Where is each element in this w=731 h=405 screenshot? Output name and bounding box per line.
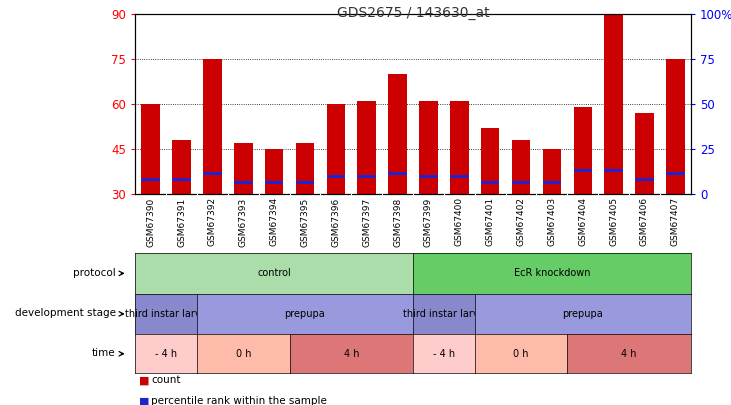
Bar (542, 149, 561, 194)
Bar (265, 149, 284, 194)
Text: time: time (92, 348, 115, 358)
Bar (296, 143, 314, 194)
Text: development stage: development stage (15, 308, 115, 318)
Bar (203, 172, 221, 175)
Text: GSM67397: GSM67397 (363, 197, 371, 247)
Bar (419, 175, 438, 178)
Bar (419, 101, 438, 194)
Bar (357, 101, 376, 194)
Bar (357, 175, 376, 178)
Text: control: control (257, 269, 291, 278)
Bar (450, 101, 469, 194)
Text: prepupa: prepupa (562, 309, 603, 319)
Text: third instar larva: third instar larva (403, 309, 485, 319)
Text: - 4 h: - 4 h (433, 349, 455, 359)
Text: GSM67392: GSM67392 (208, 197, 217, 247)
Text: 4 h: 4 h (344, 349, 359, 359)
Bar (666, 59, 685, 194)
Bar (234, 181, 252, 184)
Bar (173, 177, 191, 181)
Text: ■: ■ (139, 396, 149, 405)
Text: GSM67402: GSM67402 (517, 197, 526, 246)
Text: GSM67400: GSM67400 (455, 197, 463, 247)
Text: 4 h: 4 h (621, 349, 637, 359)
Bar (388, 172, 407, 175)
Text: GSM67406: GSM67406 (640, 197, 649, 247)
Text: GSM67390: GSM67390 (146, 197, 155, 247)
Bar (542, 181, 561, 184)
Bar (666, 172, 685, 175)
Bar (327, 175, 345, 178)
Bar (327, 104, 345, 194)
Bar (574, 168, 592, 172)
Bar (450, 175, 469, 178)
Bar (635, 113, 654, 194)
Bar (605, 168, 623, 172)
Text: - 4 h: - 4 h (155, 349, 177, 359)
Text: GSM67399: GSM67399 (424, 197, 433, 247)
Bar (481, 181, 499, 184)
Text: GSM67401: GSM67401 (485, 197, 495, 247)
Bar (481, 128, 499, 194)
Text: GSM67398: GSM67398 (393, 197, 402, 247)
Bar (203, 59, 221, 194)
Bar (512, 140, 530, 194)
Bar (141, 104, 160, 194)
Bar (512, 181, 530, 184)
Bar (388, 74, 407, 194)
Bar (296, 181, 314, 184)
Text: GSM67395: GSM67395 (300, 197, 309, 247)
Bar (234, 143, 252, 194)
Text: GSM67394: GSM67394 (270, 197, 279, 247)
Text: protocol: protocol (73, 268, 115, 277)
Text: ■: ■ (139, 375, 149, 386)
Text: prepupa: prepupa (284, 309, 325, 319)
Text: GSM67391: GSM67391 (177, 197, 186, 247)
Bar (265, 181, 284, 184)
Text: 0 h: 0 h (235, 349, 251, 359)
Text: GSM67393: GSM67393 (239, 197, 248, 247)
Bar (574, 107, 592, 194)
Text: percentile rank within the sample: percentile rank within the sample (151, 396, 327, 405)
Text: GDS2675 / 143630_at: GDS2675 / 143630_at (337, 6, 489, 20)
Text: GSM67404: GSM67404 (578, 197, 587, 246)
Text: GSM67396: GSM67396 (331, 197, 341, 247)
Bar (141, 177, 160, 181)
Text: 0 h: 0 h (513, 349, 529, 359)
Text: GSM67407: GSM67407 (671, 197, 680, 247)
Text: GSM67403: GSM67403 (548, 197, 556, 247)
Bar (173, 140, 191, 194)
Text: EcR knockdown: EcR knockdown (514, 269, 590, 278)
Text: count: count (151, 375, 181, 386)
Bar (635, 177, 654, 181)
Bar (605, 14, 623, 194)
Text: GSM67405: GSM67405 (609, 197, 618, 247)
Text: third instar larva: third instar larva (125, 309, 207, 319)
